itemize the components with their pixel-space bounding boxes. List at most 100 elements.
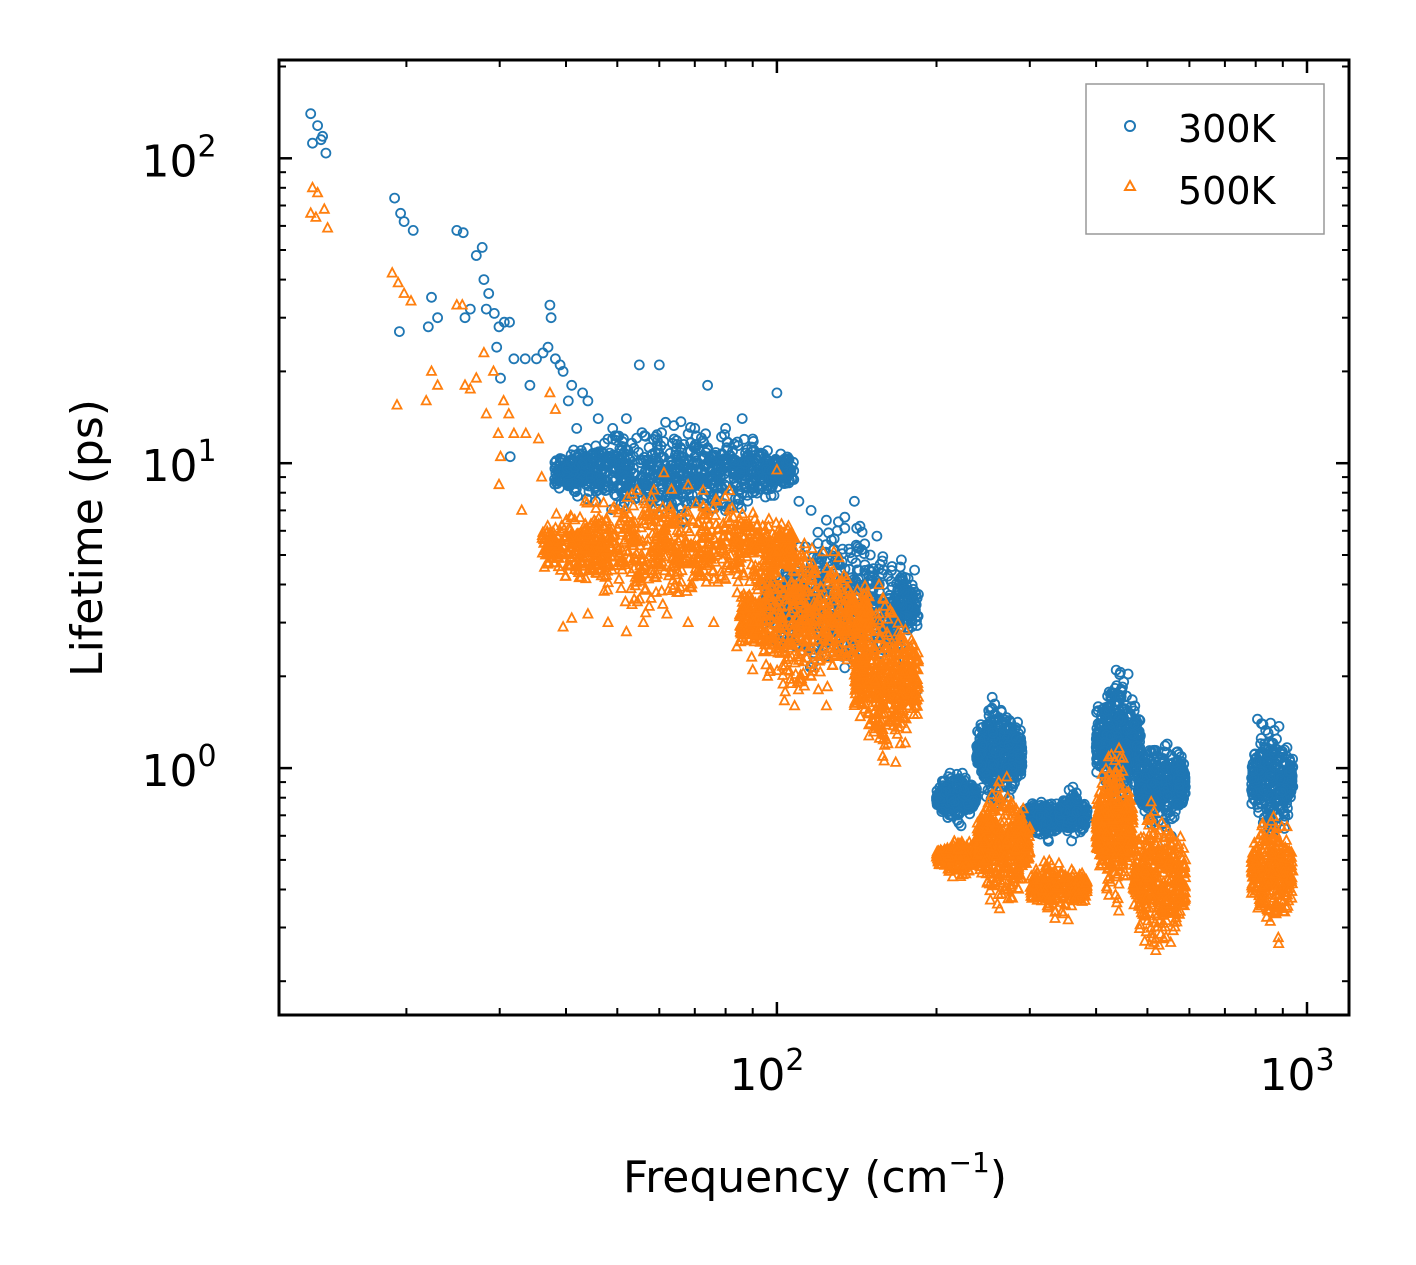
data-point-300K bbox=[645, 460, 657, 472]
data-point-300K bbox=[725, 454, 737, 466]
data-point-300K bbox=[833, 516, 844, 528]
data-point-300K bbox=[565, 449, 577, 461]
data-point-300K bbox=[398, 216, 410, 228]
data-point-300K bbox=[675, 416, 687, 428]
data-point-300K bbox=[864, 549, 876, 561]
data-point-300K bbox=[736, 413, 748, 425]
data-point-300K bbox=[597, 479, 609, 491]
data-point-300K bbox=[845, 547, 856, 559]
data-point-300K bbox=[730, 454, 741, 466]
data-point-300K bbox=[542, 341, 554, 353]
data-point-300K bbox=[788, 474, 800, 485]
data-point-300K bbox=[643, 442, 655, 453]
data-point-300K bbox=[854, 520, 866, 532]
data-point-300K bbox=[909, 564, 920, 576]
data-point-300K bbox=[948, 796, 960, 807]
data-point-300K bbox=[943, 771, 954, 783]
data-point-300K bbox=[604, 447, 616, 459]
data-point-300K bbox=[305, 108, 317, 120]
data-point-300K bbox=[312, 120, 324, 131]
data-point-300K bbox=[741, 489, 753, 501]
data-point-300K bbox=[839, 511, 851, 523]
data-point-300K bbox=[805, 504, 817, 516]
data-point-300K bbox=[537, 347, 549, 359]
data-point-300K bbox=[931, 785, 943, 797]
data-point-300K bbox=[621, 413, 632, 425]
data-point-300K bbox=[664, 480, 676, 492]
data-point-300K bbox=[688, 458, 700, 470]
data-point-300K bbox=[519, 353, 531, 365]
data-point-300K bbox=[478, 274, 490, 286]
data-point-300K bbox=[746, 479, 758, 491]
data-point-300K bbox=[747, 487, 758, 499]
data-point-300K bbox=[849, 495, 860, 507]
data-point-300K bbox=[607, 433, 618, 445]
data-point-300K bbox=[320, 147, 332, 159]
data-point-300K bbox=[968, 795, 979, 807]
data-point-300K bbox=[962, 798, 974, 810]
data-point-300K bbox=[483, 288, 495, 299]
data-point-300K bbox=[625, 479, 636, 491]
data-point-300K bbox=[426, 291, 437, 303]
data-point-300K bbox=[707, 474, 719, 486]
data-point-500K bbox=[821, 679, 834, 692]
data-point-300K bbox=[614, 443, 626, 455]
data-point-300K bbox=[653, 359, 665, 371]
data-point-300K bbox=[432, 312, 444, 324]
data-point-300K bbox=[732, 436, 743, 448]
data-point-300K bbox=[793, 495, 805, 507]
data-point-300K bbox=[892, 585, 903, 596]
data-point-300K bbox=[951, 778, 963, 790]
data-point-300K bbox=[572, 476, 584, 488]
data-point-300K bbox=[906, 621, 918, 633]
data-point-300K bbox=[633, 359, 645, 371]
data-point-300K bbox=[585, 471, 596, 483]
data-point-300K bbox=[936, 806, 948, 817]
data-point-300K bbox=[672, 494, 683, 506]
data-point-500K bbox=[751, 517, 763, 530]
data-point-300K bbox=[820, 539, 832, 551]
data-point-300K bbox=[728, 472, 740, 484]
data-point-300K bbox=[858, 548, 870, 559]
data-point-300K bbox=[685, 480, 697, 492]
data-point-300K bbox=[389, 192, 401, 204]
data-point-300K bbox=[602, 433, 614, 445]
data-point-300K bbox=[958, 784, 970, 796]
data-point-300K bbox=[945, 793, 957, 805]
data-point-300K bbox=[675, 441, 686, 453]
data-point-300K bbox=[876, 555, 888, 567]
data-point-300K bbox=[629, 468, 641, 480]
data-point-300K bbox=[698, 450, 710, 462]
data-point-300K bbox=[549, 457, 561, 468]
data-point-300K bbox=[488, 307, 500, 319]
data-point-300K bbox=[698, 437, 710, 449]
data-point-300K bbox=[702, 379, 713, 391]
data-point-300K bbox=[730, 478, 741, 490]
data-point-500K bbox=[615, 581, 628, 593]
data-point-300K bbox=[636, 477, 648, 489]
data-point-300K bbox=[549, 478, 561, 490]
data-point-300K bbox=[666, 459, 677, 471]
data-point-300K bbox=[688, 441, 700, 453]
data-point-300K bbox=[459, 312, 471, 324]
data-point-300K bbox=[504, 451, 516, 463]
data-point-300K bbox=[900, 572, 911, 583]
data-point-300K bbox=[584, 476, 596, 488]
data-point-300K bbox=[633, 446, 644, 458]
data-point-300K bbox=[648, 480, 660, 492]
data-point-300K bbox=[812, 526, 824, 538]
data-point-500K bbox=[613, 572, 625, 584]
data-point-300K bbox=[692, 458, 704, 470]
data-point-300K bbox=[544, 299, 556, 311]
data-point-300K bbox=[562, 475, 574, 487]
data-point-300K bbox=[851, 564, 863, 576]
data-point-300K bbox=[613, 458, 624, 470]
data-point-300K bbox=[595, 473, 606, 485]
data-point-300K bbox=[651, 429, 663, 441]
data-point-300K bbox=[652, 435, 663, 447]
data-point-300K bbox=[670, 449, 681, 461]
data-point-300K bbox=[971, 783, 982, 795]
data-point-500K bbox=[550, 507, 563, 519]
data-point-300K bbox=[582, 395, 594, 407]
data-point-300K bbox=[735, 481, 747, 493]
